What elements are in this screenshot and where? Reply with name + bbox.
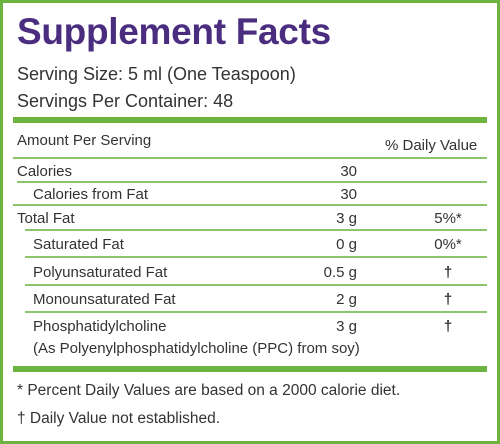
thick-rule bbox=[13, 366, 487, 372]
row-rule bbox=[25, 229, 487, 231]
row-rule bbox=[13, 157, 487, 159]
amount: 2 g bbox=[336, 291, 357, 308]
nutrient-name: Total Fat bbox=[17, 210, 75, 227]
daily-value: † bbox=[443, 291, 453, 308]
daily-value: 0%* bbox=[434, 236, 462, 253]
row-rule bbox=[17, 181, 487, 183]
row-rule bbox=[25, 311, 487, 313]
nutrient-note: (As Polyenylphosphatidylcholine (PPC) fr… bbox=[33, 340, 360, 357]
column-header: Amount Per Serving bbox=[17, 132, 152, 149]
amount: 3 g bbox=[336, 210, 357, 227]
row-rule bbox=[25, 256, 487, 258]
nutrient-name: Phosphatidylcholine bbox=[33, 318, 167, 335]
row-rule bbox=[13, 204, 487, 206]
thick-rule bbox=[13, 117, 487, 123]
row-rule bbox=[25, 284, 487, 286]
daily-value: † bbox=[443, 264, 453, 281]
servings-per-container: Servings Per Container: 48 bbox=[17, 91, 234, 111]
amount: 30 bbox=[340, 163, 357, 180]
serving-size: Serving Size: 5 ml (One Teaspoon) bbox=[17, 64, 296, 84]
column-header: % Daily Value bbox=[385, 137, 478, 154]
amount: 0.5 g bbox=[323, 264, 357, 281]
amount: 30 bbox=[340, 186, 357, 203]
daily-value: † bbox=[443, 318, 453, 335]
footnote: * Percent Daily Values are based on a 20… bbox=[17, 382, 401, 399]
amount: 3 g bbox=[336, 318, 357, 335]
amount: 0 g bbox=[336, 236, 357, 253]
nutrient-name: Calories bbox=[17, 163, 73, 180]
nutrient-name: Saturated Fat bbox=[33, 236, 124, 253]
nutrient-name: Polyunsaturated Fat bbox=[33, 264, 168, 281]
title: Supplement Facts bbox=[17, 11, 331, 52]
nutrient-name: Calories from Fat bbox=[33, 186, 149, 203]
footnote: † Daily Value not established. bbox=[17, 410, 221, 427]
daily-value: 5%* bbox=[434, 210, 462, 227]
nutrient-name: Monounsaturated Fat bbox=[33, 291, 176, 308]
